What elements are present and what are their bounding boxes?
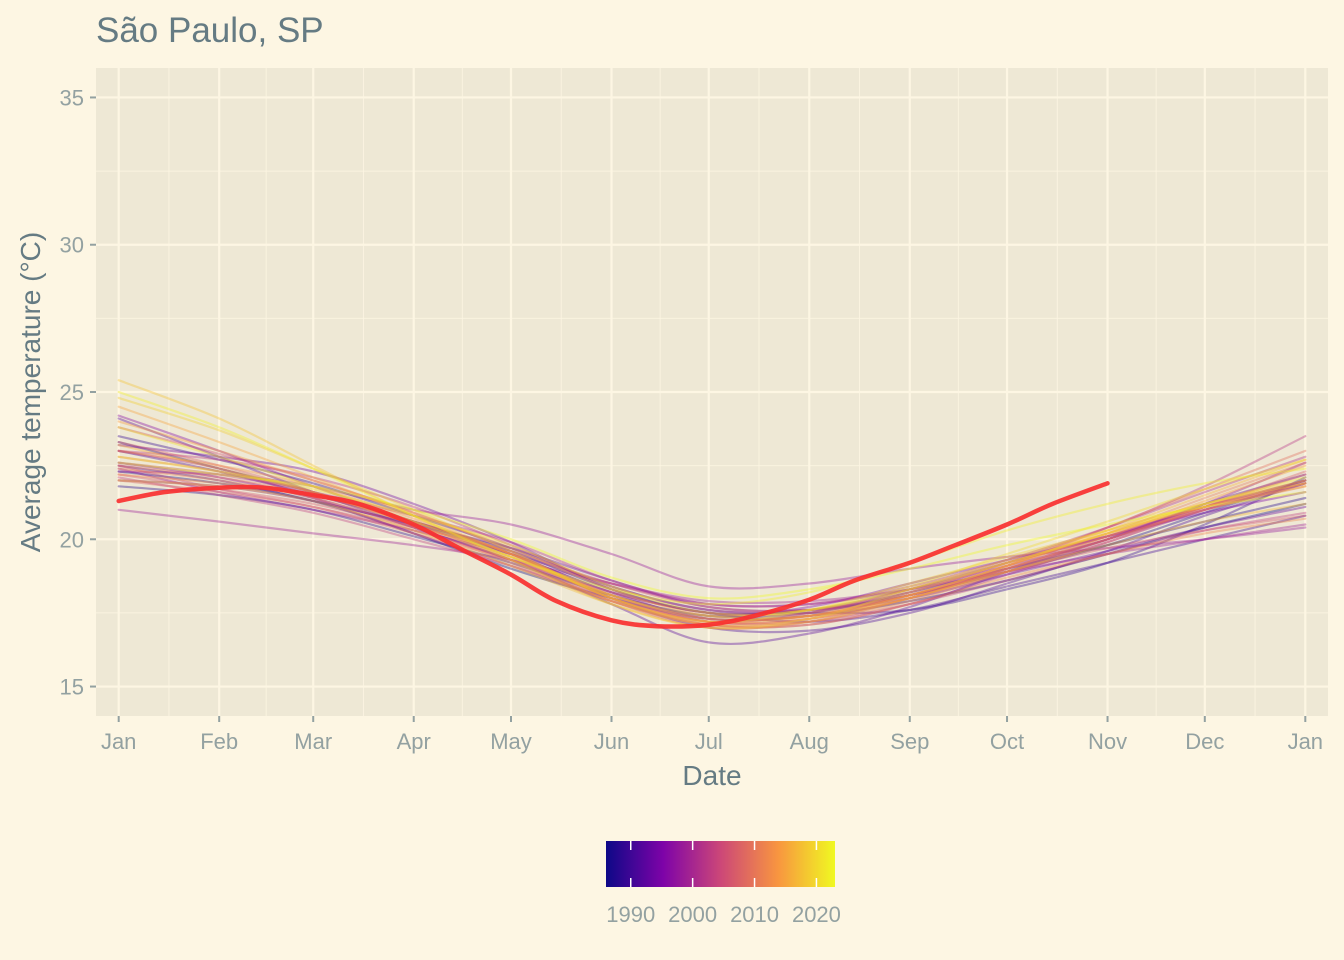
chart-title: São Paulo, SP <box>96 11 324 50</box>
year-line-2022 <box>117 390 1307 606</box>
x-axis: Jan Feb Mar Apr May Jun Jul Aug Sep Oct Nov Dec Jan <box>101 716 1323 754</box>
colorbar-ticks: 1990 2000 2010 2020 <box>606 841 841 927</box>
year-line-1996 <box>117 414 1307 622</box>
year-line-2020 <box>117 455 1307 616</box>
year-line-2002 <box>117 435 1307 614</box>
y-tick-label: 35 <box>60 85 84 110</box>
colorbar-tick-label: 2010 <box>730 902 779 927</box>
y-axis-title: Average temperature (°C) <box>15 232 46 552</box>
x-tick-label: Mar <box>294 729 332 754</box>
year-line-1993 <box>117 479 1307 613</box>
year-line-2023 <box>117 461 1307 600</box>
year-line-1995 <box>117 461 1307 618</box>
year-line-2014 <box>117 420 1307 620</box>
colorbar-tick-label: 1990 <box>606 902 655 927</box>
year-line-2015 <box>117 405 1307 624</box>
x-axis-title: Date <box>682 760 741 791</box>
colorbar-tick-label: 2020 <box>792 902 841 927</box>
year-line-2001 <box>117 455 1307 608</box>
major-gridlines <box>96 68 1328 716</box>
year-line-2010 <box>117 455 1307 622</box>
year-line-2021 <box>117 426 1307 618</box>
year-line-2005 <box>117 426 1307 624</box>
color-legend: 1990 2000 2010 2020 <box>606 841 841 927</box>
year-line-2004 <box>117 464 1307 630</box>
y-tick-label: 25 <box>60 380 84 405</box>
year-line-1999 <box>117 508 1307 605</box>
current-year-line-group <box>116 481 1110 629</box>
x-tick-label: Oct <box>990 729 1024 754</box>
year-line-1988 <box>117 485 1307 619</box>
year-line-2003 <box>117 476 1307 626</box>
y-tick-label: 20 <box>60 527 84 552</box>
y-tick-label: 30 <box>60 233 84 258</box>
year-line-2007 <box>117 441 1307 625</box>
year-line-1987 <box>117 441 1307 616</box>
year-line-1997 <box>117 461 1307 608</box>
y-axis: 15 20 25 30 35 <box>60 85 96 700</box>
current-year-line <box>116 481 1110 629</box>
colorbar-tick-label: 2000 <box>668 902 717 927</box>
x-tick-label: Jul <box>695 729 723 754</box>
year-line-1992 <box>117 417 1307 645</box>
year-line-2008 <box>117 473 1307 617</box>
year-line-2019 <box>117 396 1307 624</box>
x-tick-label: Jan <box>1288 729 1323 754</box>
year-line-1989 <box>117 435 1307 615</box>
year-line-2018 <box>117 379 1307 630</box>
x-tick-label: Sep <box>890 729 929 754</box>
year-line-1986 <box>117 470 1307 622</box>
x-tick-label: Apr <box>397 729 431 754</box>
year-line-1990 <box>117 464 1307 623</box>
x-tick-label: Nov <box>1088 729 1127 754</box>
x-tick-label: Aug <box>790 729 829 754</box>
y-tick-label: 15 <box>60 675 84 700</box>
x-tick-label: Jun <box>594 729 629 754</box>
x-tick-label: Feb <box>200 729 238 754</box>
year-line-2017 <box>117 479 1307 630</box>
year-line-1998 <box>117 470 1307 590</box>
x-tick-label: Dec <box>1185 729 1224 754</box>
x-tick-label: Jan <box>101 729 136 754</box>
colorbar <box>606 841 835 887</box>
year-line-1994 <box>117 443 1307 616</box>
x-tick-label: May <box>490 729 532 754</box>
year-line-2013 <box>117 449 1307 622</box>
year-line-2006 <box>117 473 1307 613</box>
